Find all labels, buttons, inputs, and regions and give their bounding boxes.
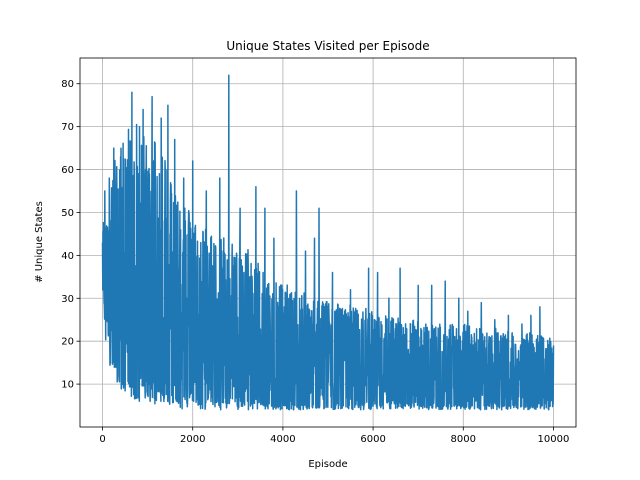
x-axis-title: Episode xyxy=(308,459,347,470)
chart-title: Unique States Visited per Episode xyxy=(226,39,429,53)
x-tick-label: 0 xyxy=(99,434,105,445)
y-tick-label: 10 xyxy=(61,380,74,391)
y-tick-label: 70 xyxy=(61,122,74,133)
x-tick-label: 6000 xyxy=(360,434,385,445)
x-tick-label: 8000 xyxy=(451,434,476,445)
series-line-group xyxy=(101,74,555,411)
y-tick-label: 50 xyxy=(61,208,74,219)
x-tick-label: 2000 xyxy=(180,434,205,445)
y-axis-title: # Unique States xyxy=(34,201,45,283)
x-axis: 0 2000 4000 6000 8000 10000 xyxy=(99,427,569,445)
y-tick-label: 80 xyxy=(61,79,74,90)
y-tick-label: 20 xyxy=(61,337,74,348)
y-tick-label: 40 xyxy=(61,251,74,262)
plot-area xyxy=(101,74,555,411)
x-tick-label: 10000 xyxy=(538,434,570,445)
y-tick-label: 60 xyxy=(61,165,74,176)
plot-frame xyxy=(79,57,577,428)
series-line xyxy=(101,74,555,411)
y-axis: 10 20 30 40 50 60 70 80 xyxy=(61,79,80,391)
x-tick-label: 4000 xyxy=(270,434,295,445)
y-tick-label: 30 xyxy=(61,294,74,305)
